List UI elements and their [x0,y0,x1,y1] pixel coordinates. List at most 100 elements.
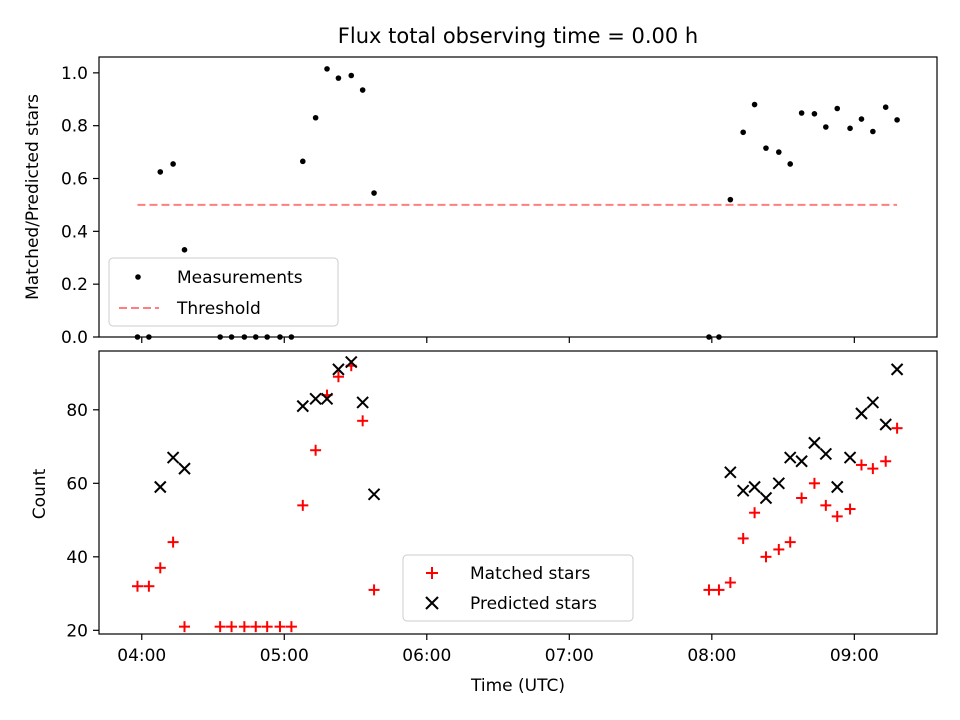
matched-star-point [250,621,262,633]
top-y-tick-label: 0.2 [61,275,88,295]
predicted-star-point [367,488,381,501]
matched-star-point [808,477,820,489]
measurement-point [170,161,176,167]
bottom-legend: Matched stars Predicted stars [402,554,634,622]
measurement-point [312,114,319,121]
measurement-point [157,169,164,175]
bottom-x-ticks: 04:00 05:00 06:00 07:00 08:00 09:00 [117,634,879,666]
predicted-star-point [808,436,821,450]
measurement-point [776,149,782,155]
matched-star-point [844,503,856,515]
bottom-y-axis-label: Count [30,468,50,519]
bottom-y-tick-label: 20 [66,621,88,641]
x-tick-label: 07:00 [545,646,594,666]
matched-star-point [760,551,772,563]
predicted-star-point [879,418,892,431]
matched-star-point [796,492,808,504]
predicted-star-point [345,355,358,369]
matched-star-point [855,459,867,471]
x-tick-label: 06:00 [402,646,451,666]
matched-star-point [891,422,903,434]
top-y-tick-label: 1.0 [61,64,88,84]
matched-star-point [274,621,286,633]
x-tick-label: 04:00 [117,646,166,666]
top-y-axis-label: Matched/Predicted stars [23,94,43,300]
predicted-star-point [748,480,761,494]
measurement-point [798,110,805,116]
top-plot-area [134,66,900,340]
matched-star-point [238,621,250,633]
measurement-point [847,125,853,132]
measurement-point [324,66,330,72]
measurement-point [858,116,865,122]
bottom-y-tick-label: 60 [66,474,88,494]
predicted-star-point [866,396,880,409]
predicted-star-point [890,363,904,376]
legend-predicted-marker [425,596,439,610]
matched-star-point [285,621,297,633]
matched-star-point [703,584,715,596]
matched-star-point [749,507,761,519]
measurement-point [359,87,366,93]
measurement-point [811,110,818,117]
bottom-panel: 04:00 05:00 06:00 07:00 08:00 09:00 20406080 … [30,350,938,696]
bottom-axes-frame [98,350,938,635]
legend-matched-label: Matched stars [470,564,590,584]
matched-star-point [226,621,238,633]
measurement-point [299,158,306,165]
matched-star-point [867,463,879,475]
measurement-point [882,104,889,110]
matched-star-point [154,562,166,574]
top-x-ticks [141,337,855,343]
legend-predicted-label: Predicted stars [470,594,597,614]
top-legend: Measurements Threshold [108,257,339,327]
legend-threshold-label: Threshold [176,299,261,319]
matched-star-point [310,444,322,456]
measurement-point [181,247,188,253]
measurement-point [348,72,355,79]
matched-star-point [332,371,344,383]
predicted-star-point [795,455,808,468]
x-tick-label: 05:00 [260,646,309,666]
bottom-y-ticks: 20 40 60 80 [66,401,99,641]
matched-star-point [368,584,380,596]
matched-star-point [357,415,369,427]
predicted-star-point [772,477,786,490]
predicted-star-point [759,491,773,505]
matched-star-point [737,532,749,544]
matched-star-point [831,510,843,522]
matched-star-point [131,580,143,592]
measurement-point [371,190,377,196]
top-y-tick-label: 0.0 [61,328,88,348]
bottom-plot-area [131,355,904,633]
predicted-star-point [296,399,310,413]
top-y-tick-label: 0.6 [61,170,88,190]
matched-star-point [713,584,725,596]
matched-star-point [214,621,226,633]
top-axes-frame [98,56,938,338]
measurement-point [763,145,769,151]
matched-star-point [143,580,155,592]
predicted-star-point [154,480,167,494]
predicted-star-point [736,484,750,497]
measurement-point [740,129,746,136]
top-panel: 0.0 0.2 0.4 0.6 0.8 1.0 Matched/Predicted sta… [23,56,938,348]
top-y-ticks: 0.0 0.2 0.4 0.6 0.8 1.0 [61,64,99,348]
bottom-y-tick-label: 80 [66,401,88,421]
legend-measurements-label: Measurements [177,268,303,288]
bottom-legend-box [402,554,634,622]
predicted-star-point [166,451,180,464]
matched-star-point [167,536,179,548]
matched-star-point [724,577,736,589]
matched-star-point [773,543,785,555]
measurement-point [834,105,841,112]
matched-star-point [784,536,796,548]
predicted-star-point [843,451,857,464]
chart-title: Flux total observing time = 0.00 h [338,24,698,48]
bottom-y-tick-label: 40 [66,548,88,568]
measurement-point [335,75,342,81]
measurement-point [894,117,900,123]
measurement-point [870,128,876,135]
matched-star-point [297,499,309,511]
